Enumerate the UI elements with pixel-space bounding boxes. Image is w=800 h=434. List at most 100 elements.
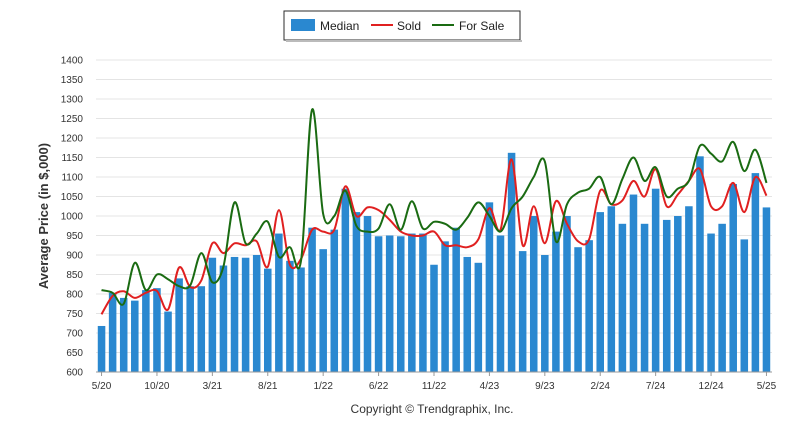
median-bar bbox=[751, 173, 760, 372]
median-bar bbox=[640, 223, 649, 372]
y-tick-label: 950 bbox=[66, 231, 83, 242]
median-bar bbox=[374, 236, 383, 372]
x-tick-label: 3/21 bbox=[203, 381, 223, 392]
median-bar bbox=[319, 249, 327, 372]
y-tick-label: 1400 bbox=[61, 56, 84, 67]
median-bar bbox=[297, 267, 305, 372]
y-tick-label: 1100 bbox=[61, 173, 83, 184]
median-bar bbox=[651, 188, 660, 372]
x-tick-label: 2/24 bbox=[590, 381, 610, 392]
x-tick-label: 1/22 bbox=[313, 381, 333, 392]
median-bar bbox=[264, 268, 272, 372]
x-tick-label: 12/24 bbox=[699, 381, 724, 392]
median-bar bbox=[330, 229, 339, 372]
x-tick-label: 4/23 bbox=[480, 381, 500, 392]
y-tick-label: 1050 bbox=[61, 192, 84, 203]
y-tick-label: 1200 bbox=[61, 134, 84, 145]
median-bar bbox=[463, 256, 472, 372]
median-bar bbox=[529, 216, 538, 372]
median-bar bbox=[762, 207, 771, 372]
median-bar bbox=[208, 257, 217, 372]
median-bar bbox=[618, 223, 627, 372]
median-bar bbox=[108, 292, 117, 372]
x-tick-label: 10/20 bbox=[144, 381, 169, 392]
median-bar bbox=[419, 233, 427, 372]
x-tick-label: 5/25 bbox=[757, 381, 777, 392]
median-bar bbox=[341, 188, 350, 372]
median-bar bbox=[485, 202, 494, 372]
median-bar bbox=[363, 216, 372, 372]
median-bar bbox=[674, 216, 682, 372]
median-bar bbox=[740, 239, 749, 372]
median-bar bbox=[197, 286, 206, 372]
sold-line bbox=[100, 158, 768, 315]
median-bar bbox=[541, 255, 549, 372]
legend-label-for-sale: For Sale bbox=[459, 19, 505, 33]
y-tick-label: 1150 bbox=[61, 153, 83, 164]
y-tick-label: 1350 bbox=[61, 75, 84, 86]
y-tick-label: 750 bbox=[66, 309, 83, 320]
median-bar bbox=[275, 233, 283, 372]
y-tick-label: 1250 bbox=[61, 114, 84, 125]
legend-label-sold: Sold bbox=[397, 19, 421, 33]
y-tick-label: 1000 bbox=[61, 212, 84, 223]
y-tick-label: 700 bbox=[66, 329, 83, 340]
median-bar bbox=[574, 247, 582, 372]
median-bar bbox=[729, 184, 737, 372]
x-tick-label: 7/24 bbox=[646, 381, 666, 392]
y-tick-label: 900 bbox=[66, 251, 83, 262]
median-bar bbox=[452, 227, 460, 372]
x-tick-label: 5/20 bbox=[92, 381, 112, 392]
median-bar bbox=[430, 264, 438, 372]
median-bar bbox=[563, 216, 571, 372]
y-tick-label: 650 bbox=[66, 348, 83, 359]
y-tick-label: 1300 bbox=[61, 95, 84, 106]
median-bar bbox=[496, 235, 505, 372]
median-bar bbox=[474, 262, 483, 372]
median-bar bbox=[585, 240, 593, 372]
median-bar bbox=[596, 212, 604, 372]
median-bar bbox=[219, 265, 228, 372]
median-bar bbox=[552, 231, 560, 372]
median-bar bbox=[707, 233, 715, 372]
median-bar bbox=[385, 235, 394, 372]
median-bar bbox=[685, 206, 693, 372]
median-bar bbox=[696, 156, 704, 372]
median-bar bbox=[119, 297, 128, 372]
legend-box bbox=[283, 10, 521, 41]
median-bar bbox=[408, 233, 416, 372]
legend: Median Sold For Sale bbox=[283, 10, 522, 42]
x-tick-label: 9/23 bbox=[535, 381, 555, 392]
x-tick-label: 11/22 bbox=[422, 381, 447, 392]
median-bar bbox=[441, 241, 449, 372]
median-bar bbox=[518, 251, 527, 372]
legend-shadow bbox=[286, 40, 522, 42]
x-tick-label: 6/22 bbox=[369, 381, 389, 392]
median-bar bbox=[662, 219, 671, 372]
median-bar bbox=[252, 255, 261, 372]
median-bar bbox=[186, 286, 194, 372]
median-bar bbox=[241, 257, 250, 372]
median-bar bbox=[97, 325, 106, 372]
legend-swatch-median bbox=[291, 19, 315, 31]
median-bar bbox=[230, 256, 239, 372]
for-sale-line bbox=[101, 108, 768, 306]
median-bar bbox=[629, 194, 638, 372]
median-bar bbox=[308, 227, 316, 372]
median-bar bbox=[352, 212, 361, 372]
y-tick-labels: 600 650 700 750 800 850 900 950 1000 1050 1100 1150… bbox=[61, 56, 84, 379]
median-bar bbox=[164, 311, 172, 372]
x-tick-label: 8/21 bbox=[258, 381, 278, 392]
median-bar bbox=[153, 288, 161, 372]
median-bars bbox=[97, 152, 771, 372]
legend-label-median: Median bbox=[320, 19, 359, 33]
median-bar bbox=[507, 152, 516, 372]
median-bar bbox=[131, 300, 139, 372]
median-bar bbox=[396, 236, 405, 372]
y-tick-label: 850 bbox=[66, 270, 83, 281]
median-bar bbox=[286, 260, 294, 372]
copyright-text: Copyright © Trendgraphix, Inc. bbox=[351, 402, 514, 416]
median-bar bbox=[175, 278, 183, 372]
median-bar bbox=[718, 223, 726, 372]
